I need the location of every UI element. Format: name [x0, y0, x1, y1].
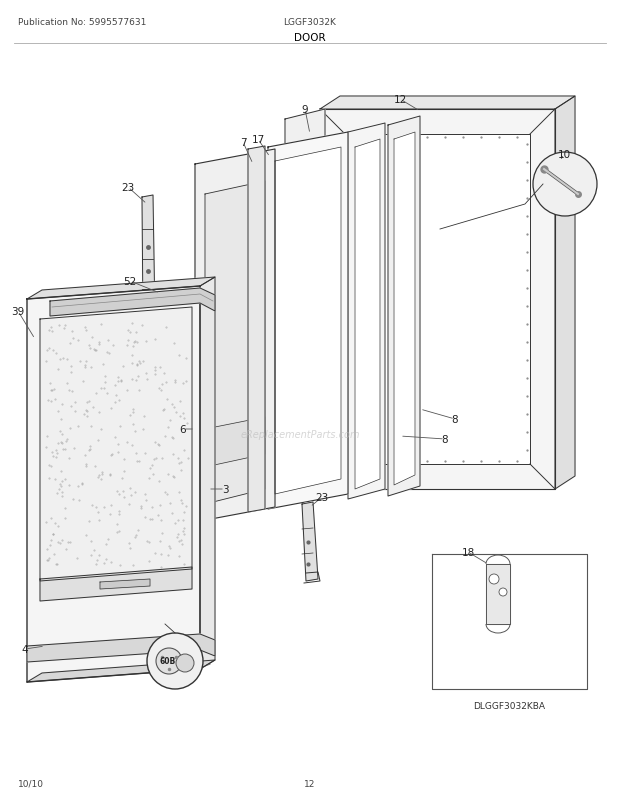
Circle shape: [156, 648, 182, 674]
Text: 6: 6: [180, 424, 187, 435]
Text: 7: 7: [240, 138, 246, 148]
Polygon shape: [248, 147, 265, 512]
Polygon shape: [345, 135, 530, 464]
Text: 10: 10: [557, 150, 570, 160]
Circle shape: [533, 153, 597, 217]
Polygon shape: [50, 289, 215, 317]
Polygon shape: [205, 182, 265, 504]
Polygon shape: [27, 286, 200, 683]
Polygon shape: [486, 565, 510, 624]
Polygon shape: [40, 308, 192, 581]
Polygon shape: [388, 117, 420, 496]
Polygon shape: [195, 150, 275, 522]
Polygon shape: [27, 660, 215, 683]
Polygon shape: [27, 277, 215, 300]
Text: LGGF3032K: LGGF3032K: [283, 18, 337, 27]
Polygon shape: [275, 148, 341, 494]
Text: 9: 9: [302, 105, 308, 115]
Polygon shape: [200, 277, 215, 669]
Text: 8: 8: [441, 435, 448, 444]
Polygon shape: [320, 97, 575, 110]
Polygon shape: [197, 285, 210, 669]
Text: DOOR: DOOR: [294, 33, 326, 43]
Polygon shape: [355, 140, 380, 489]
Text: 8: 8: [452, 415, 458, 424]
Polygon shape: [432, 554, 587, 689]
Circle shape: [176, 654, 194, 672]
Polygon shape: [394, 133, 415, 485]
Circle shape: [147, 634, 203, 689]
Polygon shape: [27, 634, 215, 662]
Text: 18: 18: [461, 547, 475, 557]
Polygon shape: [142, 196, 155, 322]
Text: eReplacementParts.com: eReplacementParts.com: [240, 429, 360, 439]
Text: 23: 23: [316, 492, 329, 502]
Text: 39: 39: [11, 306, 25, 317]
Polygon shape: [302, 502, 318, 581]
Text: 60B: 60B: [159, 657, 175, 666]
Polygon shape: [100, 579, 150, 589]
Text: 52: 52: [123, 277, 136, 286]
Polygon shape: [320, 110, 555, 489]
Circle shape: [499, 588, 507, 596]
Text: 4: 4: [22, 644, 29, 654]
Polygon shape: [348, 124, 385, 500]
Polygon shape: [40, 567, 192, 602]
Polygon shape: [555, 97, 575, 489]
Circle shape: [489, 574, 499, 585]
Polygon shape: [205, 418, 265, 468]
Text: 12: 12: [393, 95, 407, 105]
Text: DLGGF3032KBA: DLGGF3032KBA: [474, 701, 546, 710]
Text: 23: 23: [122, 183, 135, 192]
Polygon shape: [268, 133, 348, 509]
Text: 3: 3: [222, 484, 228, 494]
Text: 17: 17: [251, 135, 265, 145]
Text: Publication No: 5995577631: Publication No: 5995577631: [18, 18, 146, 27]
Text: 10/10: 10/10: [18, 779, 44, 788]
Polygon shape: [285, 110, 325, 500]
Text: 12: 12: [304, 779, 316, 788]
